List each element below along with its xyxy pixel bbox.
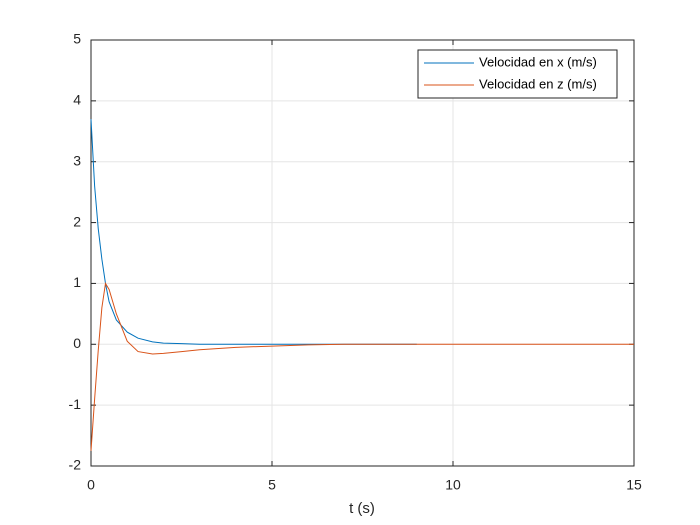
axes-box [90,39,635,467]
y-tick-label: 1 [73,274,81,290]
y-tick-label: -2 [69,457,82,473]
plot-area [91,40,634,466]
y-tick-label: -1 [69,396,82,412]
y-tick-label: 4 [73,92,81,108]
legend-label: Velocidad en x (m/s) [479,54,597,69]
data-line [90,281,634,451]
y-tick-label: 3 [73,152,81,168]
x-tick-label: 15 [626,477,642,493]
x-tick-label: 5 [268,477,276,493]
x-tick-label: 10 [445,477,461,493]
data-line [90,119,417,345]
y-tick-label: 2 [73,213,81,229]
legend-box [417,49,618,99]
x-axis-label: t (s) [349,500,375,517]
legend-label: Velocidad en z (m/s) [479,76,597,91]
x-tick-label: 0 [87,477,95,493]
y-tick-label: 0 [73,335,81,351]
y-tick-label: 5 [73,31,81,47]
